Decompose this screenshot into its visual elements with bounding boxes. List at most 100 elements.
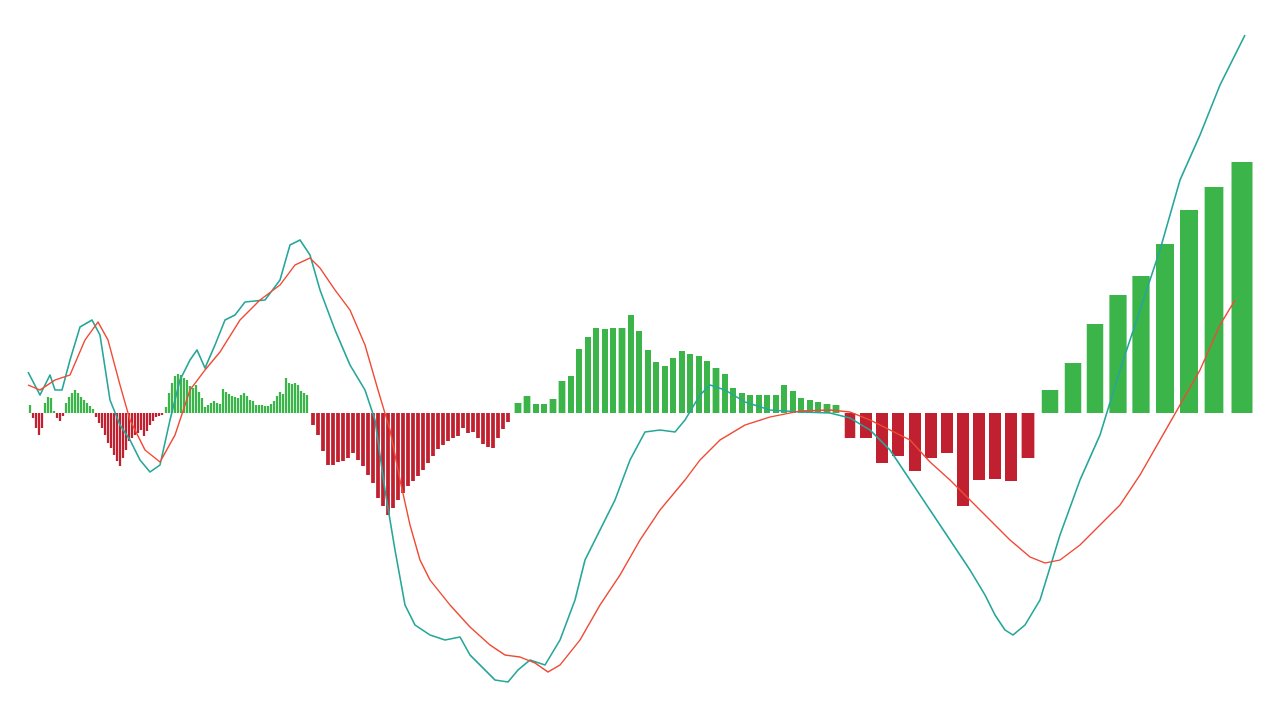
- histogram-bar: [712, 368, 720, 413]
- histogram-bar: [1005, 413, 1017, 481]
- histogram-bar: [1231, 162, 1253, 413]
- histogram-bar: [173, 376, 177, 413]
- histogram-bar: [251, 401, 255, 413]
- histogram-bar: [221, 389, 225, 413]
- histogram-bar: [296, 385, 300, 413]
- histogram-bar: [112, 413, 116, 455]
- histogram-bar: [1204, 187, 1224, 413]
- histogram-bar: [49, 398, 53, 413]
- histogram-bar: [124, 413, 128, 450]
- histogram-bar: [185, 380, 189, 413]
- histogram-bar: [523, 396, 531, 413]
- histogram-bar: [421, 413, 425, 470]
- histogram-bar: [269, 404, 273, 413]
- histogram-bar: [76, 393, 80, 413]
- histogram-bar: [227, 394, 231, 413]
- histogram-bar: [466, 413, 470, 433]
- histogram-bar: [206, 405, 210, 413]
- histogram-bar: [670, 358, 676, 413]
- histogram-bar: [416, 413, 420, 476]
- histogram-bar: [170, 383, 174, 413]
- histogram-bar: [446, 413, 450, 441]
- histogram-bar: [618, 328, 626, 413]
- histogram-bar: [679, 351, 685, 413]
- histogram-bar: [876, 413, 888, 463]
- histogram-bar: [148, 413, 152, 425]
- histogram-bar: [576, 349, 582, 413]
- histogram-bar: [815, 402, 821, 413]
- histogram-bar: [290, 384, 294, 413]
- histogram-bar: [426, 413, 430, 463]
- histogram-bar: [1180, 210, 1198, 413]
- histogram-bar: [212, 401, 216, 413]
- histogram-bar: [191, 388, 195, 413]
- histogram-bar: [436, 413, 440, 449]
- histogram-bar: [73, 390, 77, 413]
- histogram-bar: [593, 328, 599, 413]
- histogram-bar: [203, 407, 207, 413]
- histogram-bar: [481, 413, 485, 444]
- histogram-bar: [106, 413, 110, 443]
- histogram-bar: [331, 413, 335, 465]
- histogram-bar: [1156, 244, 1174, 413]
- histogram-bar: [781, 385, 787, 413]
- histogram-bar: [58, 413, 62, 421]
- histogram-bar: [602, 329, 608, 413]
- histogram-bar: [361, 413, 365, 466]
- histogram-bar: [832, 405, 840, 413]
- histogram-bar: [844, 413, 856, 438]
- histogram-bar: [176, 374, 180, 413]
- histogram-bar: [67, 397, 71, 413]
- histogram-bar: [476, 413, 480, 438]
- histogram-bar: [115, 413, 119, 461]
- histogram-bar: [133, 413, 137, 435]
- histogram-bar: [127, 413, 131, 441]
- histogram-bar: [311, 413, 315, 425]
- histogram-bar: [103, 413, 107, 435]
- histogram-bar: [341, 413, 345, 461]
- histogram-bar: [823, 404, 831, 413]
- histogram-bar: [506, 413, 510, 422]
- histogram-bar: [239, 395, 243, 413]
- histogram-bar: [179, 375, 183, 413]
- histogram-bar: [541, 404, 547, 413]
- histogram-bar: [287, 383, 291, 413]
- histogram-bar: [52, 411, 56, 413]
- histogram-bar: [64, 403, 68, 413]
- histogram-bar: [109, 413, 113, 448]
- histogram-bar: [197, 392, 201, 413]
- histogram-bar: [305, 395, 309, 413]
- histogram-bar: [55, 413, 59, 418]
- histogram-bar: [739, 393, 745, 413]
- histogram-bar: [218, 404, 222, 413]
- histogram-bar: [31, 413, 35, 418]
- histogram-bar: [441, 413, 445, 445]
- histogram-bar: [118, 413, 122, 466]
- histogram-bar: [326, 413, 330, 465]
- histogram-bar: [230, 396, 234, 413]
- histogram-bar: [496, 413, 500, 438]
- histogram-bar: [194, 385, 198, 413]
- histogram-bar: [989, 413, 1001, 479]
- histogram-bar: [336, 413, 340, 462]
- histogram-bar: [730, 388, 736, 413]
- histogram-bar: [121, 413, 125, 458]
- histogram-bar: [34, 413, 38, 428]
- histogram-bar: [293, 383, 297, 413]
- histogram-bar: [151, 413, 155, 421]
- histogram-bar: [46, 397, 50, 413]
- histogram-bar: [164, 407, 168, 413]
- histogram-bar: [299, 391, 303, 413]
- histogram-bar: [154, 413, 158, 417]
- histogram-bar: [248, 400, 252, 413]
- histogram-bar: [401, 413, 405, 493]
- histogram-bar: [807, 400, 813, 413]
- histogram-bar: [790, 391, 796, 413]
- histogram-bar: [662, 366, 668, 413]
- histogram-bar: [281, 394, 285, 413]
- histogram-bar: [70, 393, 74, 413]
- histogram-bar: [233, 397, 237, 413]
- histogram-bar: [200, 398, 204, 413]
- histogram-bar: [925, 413, 937, 458]
